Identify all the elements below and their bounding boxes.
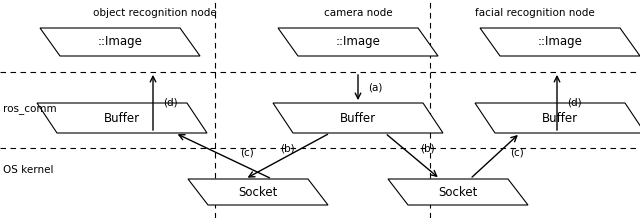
Text: OS kernel: OS kernel <box>3 165 54 175</box>
Text: ros_comm: ros_comm <box>3 105 56 115</box>
Text: ::Image: ::Image <box>538 36 582 48</box>
Text: (b): (b) <box>420 143 435 153</box>
Text: Buffer: Buffer <box>542 111 578 124</box>
Text: Socket: Socket <box>438 186 477 199</box>
Polygon shape <box>37 103 207 133</box>
Text: object recognition node: object recognition node <box>93 8 217 18</box>
Text: (a): (a) <box>368 82 382 92</box>
Text: ::Image: ::Image <box>335 36 380 48</box>
Polygon shape <box>475 103 640 133</box>
Text: (c): (c) <box>240 147 253 157</box>
Polygon shape <box>480 28 640 56</box>
Text: Buffer: Buffer <box>340 111 376 124</box>
Text: (d): (d) <box>163 97 178 107</box>
Polygon shape <box>278 28 438 56</box>
Polygon shape <box>388 179 528 205</box>
Text: (b): (b) <box>280 143 294 153</box>
Text: (d): (d) <box>567 97 582 107</box>
Text: camera node: camera node <box>324 8 392 18</box>
Text: (c): (c) <box>510 147 524 157</box>
Polygon shape <box>40 28 200 56</box>
Polygon shape <box>188 179 328 205</box>
Text: ::Image: ::Image <box>97 36 143 48</box>
Polygon shape <box>273 103 443 133</box>
Text: Buffer: Buffer <box>104 111 140 124</box>
Text: facial recognition node: facial recognition node <box>475 8 595 18</box>
Text: Socket: Socket <box>238 186 278 199</box>
